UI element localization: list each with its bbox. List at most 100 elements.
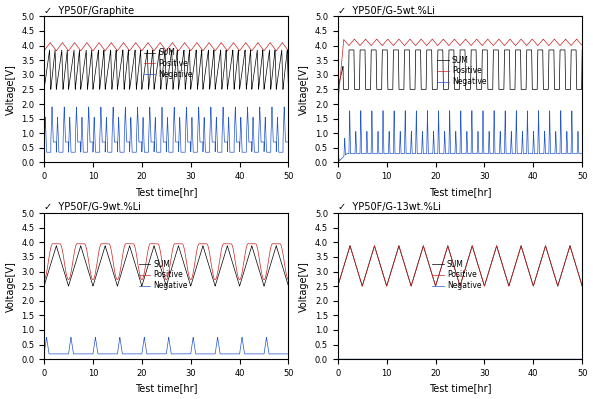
Positive: [454, 40, 461, 45]
Negative: [272, 140, 279, 144]
Negative: [272, 352, 279, 356]
Line: Positive: Positive: [338, 246, 582, 286]
Text: ✓  YP50F/Graphite: ✓ YP50F/Graphite: [44, 6, 134, 16]
SUM: [346, 243, 353, 248]
Positive: [579, 43, 586, 48]
Positive: [40, 48, 47, 53]
Positive: [50, 45, 58, 50]
Positive: [566, 41, 573, 46]
SUM: [160, 275, 167, 280]
Y-axis label: Voltage[V]: Voltage[V]: [299, 64, 310, 115]
SUM: [336, 280, 343, 285]
SUM: [50, 55, 58, 60]
Y-axis label: Voltage[V]: Voltage[V]: [5, 261, 15, 312]
Positive: [573, 37, 580, 41]
Negative: [160, 140, 167, 144]
Positive: [88, 47, 95, 52]
Positive: [272, 241, 279, 246]
SUM: [50, 250, 58, 255]
Negative: [55, 148, 62, 153]
SUM: [566, 246, 573, 251]
SUM: [345, 250, 352, 255]
SUM: [579, 47, 586, 52]
Positive: [285, 277, 292, 282]
Positive: [50, 241, 58, 246]
SUM: [272, 63, 279, 68]
Positive: [336, 90, 343, 95]
SUM: [283, 47, 291, 52]
Positive: [382, 280, 389, 285]
SUM: [454, 275, 461, 280]
Negative: [579, 151, 586, 156]
Positive: [160, 45, 167, 49]
Negative: [513, 108, 520, 113]
Negative: [349, 357, 356, 361]
Line: Negative: Negative: [44, 337, 288, 354]
Positive: [345, 250, 352, 255]
SUM: [382, 280, 389, 285]
Line: SUM: SUM: [44, 246, 288, 286]
Legend: SUM, Positive, Negative: SUM, Positive, Negative: [136, 257, 191, 293]
SUM: [334, 284, 342, 288]
SUM: [566, 87, 573, 92]
Negative: [55, 352, 62, 356]
Positive: [579, 284, 586, 288]
Positive: [88, 276, 95, 281]
Negative: [88, 352, 95, 356]
Negative: [454, 357, 461, 361]
SUM: [336, 82, 343, 87]
SUM: [40, 284, 47, 288]
Positive: [382, 39, 389, 44]
Positive: [42, 276, 49, 280]
Positive: [160, 269, 167, 274]
Line: Negative: Negative: [338, 111, 582, 162]
Negative: [40, 150, 47, 154]
Positive: [285, 48, 292, 53]
Positive: [349, 39, 356, 44]
Negative: [382, 151, 389, 156]
SUM: [345, 87, 352, 92]
SUM: [349, 251, 356, 256]
Y-axis label: Voltage[V]: Voltage[V]: [5, 64, 15, 115]
Line: SUM: SUM: [338, 246, 582, 286]
SUM: [88, 280, 95, 285]
Negative: [42, 118, 49, 123]
SUM: [334, 87, 342, 92]
Negative: [334, 160, 342, 165]
Positive: [346, 243, 353, 248]
X-axis label: Test time[hr]: Test time[hr]: [135, 187, 197, 197]
Negative: [345, 357, 352, 361]
Negative: [280, 105, 288, 109]
Positive: [40, 277, 47, 282]
SUM: [42, 280, 49, 285]
Negative: [50, 352, 58, 356]
Negative: [160, 352, 167, 356]
Negative: [50, 140, 58, 144]
SUM: [88, 55, 95, 60]
SUM: [55, 251, 62, 256]
Negative: [43, 335, 50, 340]
Line: Positive: Positive: [44, 244, 288, 280]
Line: Positive: Positive: [338, 39, 582, 104]
Positive: [566, 246, 573, 251]
SUM: [272, 246, 279, 251]
Negative: [566, 151, 573, 156]
Positive: [349, 251, 356, 256]
SUM: [40, 87, 47, 92]
Negative: [42, 344, 49, 349]
Negative: [345, 151, 352, 156]
Negative: [40, 352, 47, 356]
Positive: [336, 280, 343, 285]
X-axis label: Test time[hr]: Test time[hr]: [135, 383, 197, 393]
Positive: [334, 102, 342, 107]
Line: SUM: SUM: [44, 50, 288, 89]
Text: ✓  YP50F/G-9wt.%Li: ✓ YP50F/G-9wt.%Li: [44, 202, 141, 212]
X-axis label: Test time[hr]: Test time[hr]: [429, 187, 491, 197]
SUM: [55, 70, 62, 75]
Text: ✓  YP50F/G-13wt.%Li: ✓ YP50F/G-13wt.%Li: [338, 202, 441, 212]
SUM: [285, 87, 292, 92]
Positive: [49, 241, 56, 246]
X-axis label: Test time[hr]: Test time[hr]: [429, 383, 491, 393]
Line: Positive: Positive: [44, 43, 288, 51]
Positive: [454, 275, 461, 280]
